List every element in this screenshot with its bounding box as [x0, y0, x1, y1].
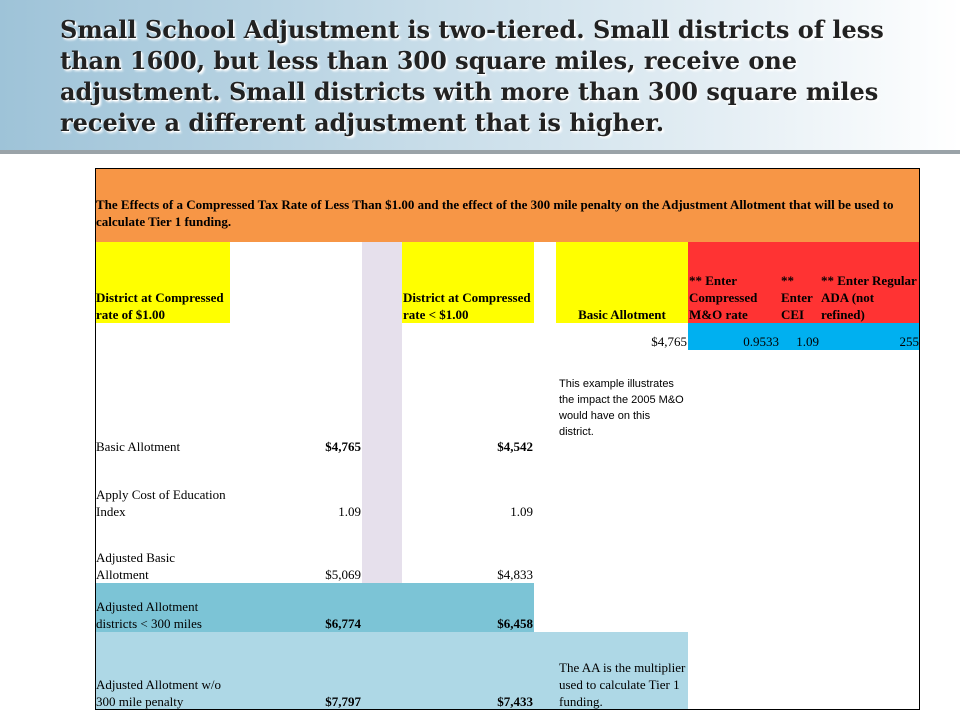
input-value: 0.9533 — [743, 334, 779, 349]
input-value: 255 — [899, 334, 920, 349]
table-title: The Effects of a Compressed Tax Rate of … — [96, 197, 894, 229]
note: This example illustrates the impact the … — [559, 378, 684, 438]
row-value: $4,765 — [325, 439, 361, 454]
row-label: Apply Cost of Education Index — [96, 487, 226, 519]
header-yellow — [402, 242, 534, 323]
note: The AA is the multiplier used to calcula… — [559, 660, 686, 709]
row-label: Adjusted Allotment districts < 300 miles — [96, 599, 202, 631]
row-label: Adjusted Basic Allotment — [96, 550, 176, 582]
slide-title: Small School Adjustment is two-tiered. S… — [60, 15, 884, 137]
row-value: $7,797 — [325, 694, 361, 709]
title-band — [95, 168, 920, 242]
header-yellow — [556, 242, 688, 323]
row-label: Basic Allotment — [96, 439, 181, 454]
column-header: Basic Allotment — [578, 307, 666, 322]
row-value: $4,542 — [497, 439, 533, 454]
row-band — [95, 583, 534, 632]
column-header: ** Enter Compressed M&O rate — [689, 273, 758, 322]
banner — [0, 0, 960, 150]
column-header: ** Enter Regular ADA (not refined) — [821, 273, 917, 322]
column-header: District at Compressed rate < $1.00 — [403, 290, 531, 322]
lavender-column — [362, 242, 402, 583]
input-value: $4,765 — [651, 334, 687, 349]
column-header: ** Enter CEI — [781, 273, 813, 322]
row-value: $4,833 — [497, 567, 533, 582]
row-value: 1.09 — [338, 504, 361, 519]
row-value: 1.09 — [510, 504, 533, 519]
row-band — [95, 632, 688, 710]
input-band — [688, 323, 920, 350]
header-red — [688, 242, 920, 323]
input-value: 1.09 — [796, 334, 819, 349]
divider — [0, 150, 960, 154]
row-value: $6,458 — [497, 616, 533, 631]
column-header: District at Compressed rate of $1.00 — [96, 290, 224, 322]
row-value: $6,774 — [325, 616, 361, 631]
row-value: $5,069 — [325, 567, 361, 582]
row-label: Adjusted Allotment w/o 300 mile penalty — [96, 677, 221, 709]
row-value: $7,433 — [497, 694, 533, 709]
table-border — [95, 168, 920, 710]
header-yellow — [95, 242, 230, 323]
